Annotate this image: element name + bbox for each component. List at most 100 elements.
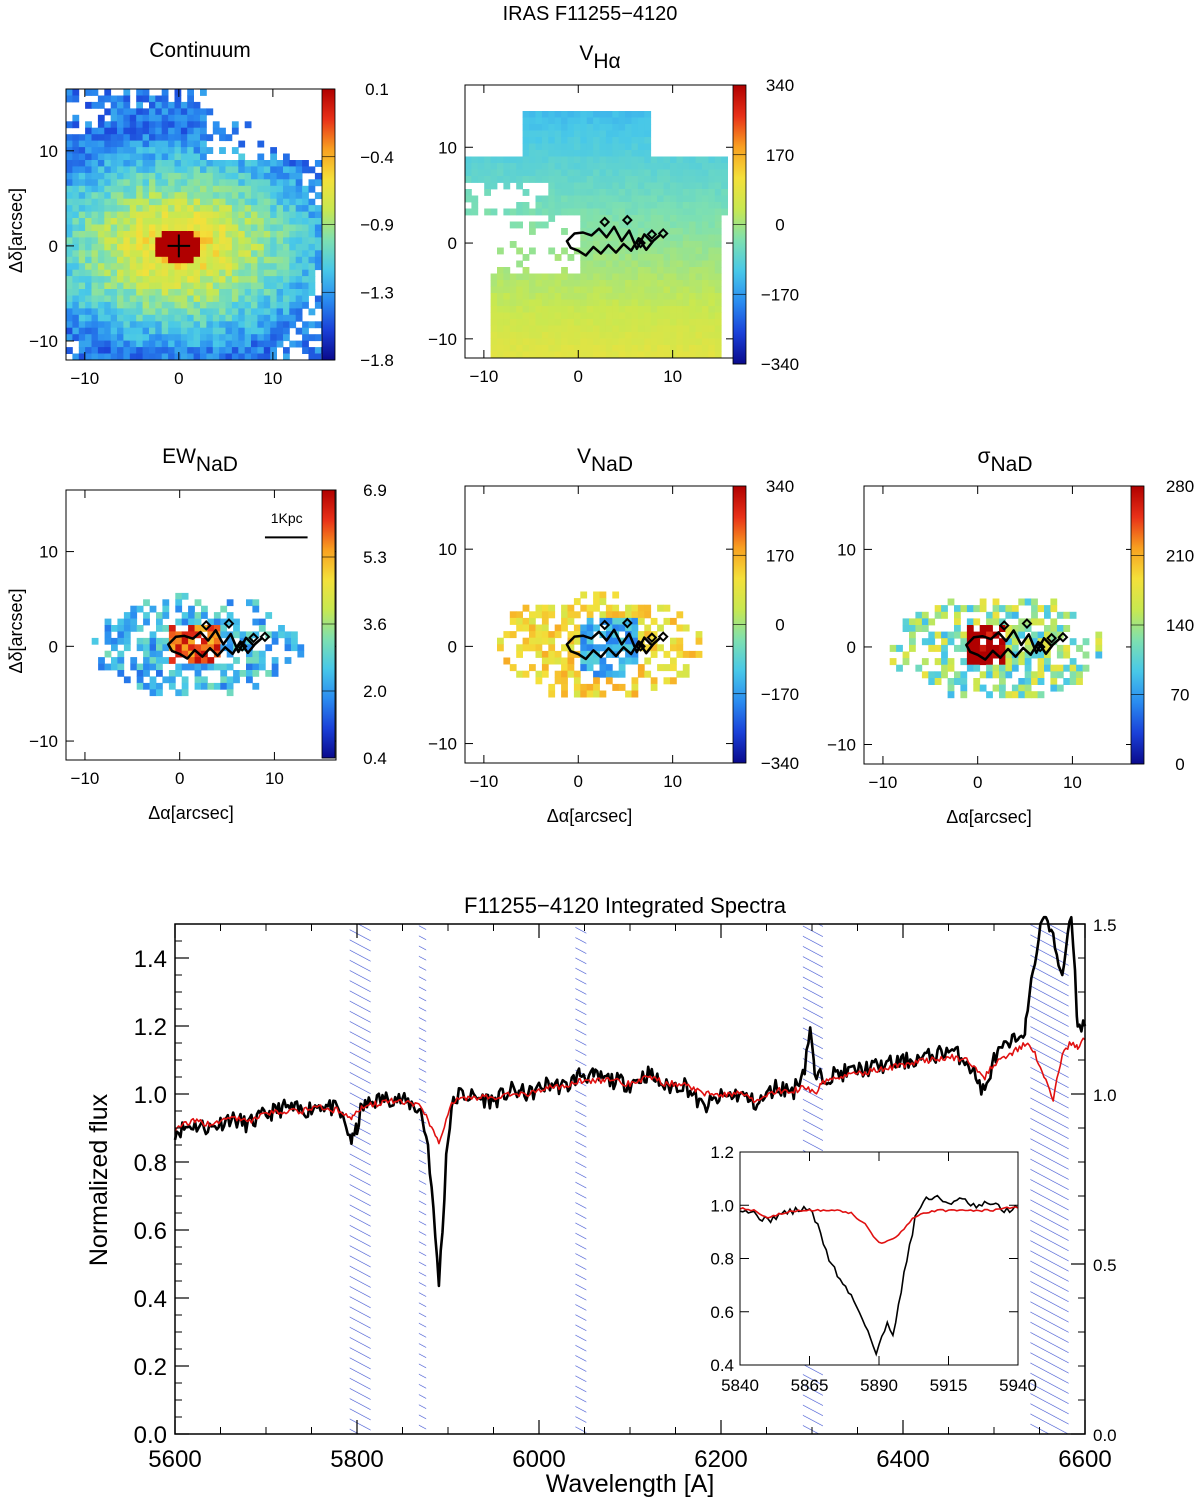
map-pixel bbox=[129, 327, 137, 335]
map-pixel bbox=[650, 260, 658, 268]
map-pixel bbox=[554, 312, 562, 320]
map-pixel bbox=[276, 256, 284, 264]
map-pixel bbox=[155, 95, 163, 103]
map-pixel bbox=[219, 160, 226, 167]
map-pixel bbox=[258, 657, 266, 664]
map-title-vha: VHα bbox=[579, 42, 620, 73]
map-pixel bbox=[561, 657, 568, 665]
map-pixel bbox=[637, 117, 645, 125]
map-pixel bbox=[637, 202, 645, 209]
map-pixel bbox=[567, 670, 575, 678]
map-title-sub: Hα bbox=[593, 50, 620, 73]
map-pixel bbox=[149, 314, 156, 322]
map-pixel bbox=[180, 347, 188, 354]
map-panels: −10−10001010Δδ[arcsec]Continuum0.1−0.4−0… bbox=[6, 39, 1194, 827]
map-pixel bbox=[117, 625, 125, 632]
map-pixel bbox=[618, 195, 626, 203]
map-pixel bbox=[129, 231, 137, 238]
map-pixel bbox=[573, 299, 581, 307]
map-pixel bbox=[168, 625, 176, 632]
map-pixel bbox=[91, 321, 99, 329]
map-pixel bbox=[161, 218, 169, 225]
map-pixel bbox=[104, 650, 112, 658]
map-pixel bbox=[1024, 664, 1032, 672]
map-pixel bbox=[631, 130, 639, 138]
map-pixel bbox=[625, 604, 632, 612]
map-pixel bbox=[535, 306, 543, 313]
map-pixel bbox=[104, 289, 112, 296]
map-pixel bbox=[187, 308, 194, 316]
map-pixel bbox=[110, 263, 118, 271]
map-pixel bbox=[561, 130, 568, 138]
map-pixel bbox=[244, 347, 252, 354]
map-pixel bbox=[72, 172, 80, 180]
map-pixel bbox=[580, 319, 588, 326]
map-pixel bbox=[548, 215, 556, 222]
map-pixel bbox=[580, 604, 588, 612]
map-pixel bbox=[637, 351, 645, 359]
map-pixel bbox=[554, 143, 562, 151]
map-pixel bbox=[934, 678, 942, 685]
map-pixel bbox=[142, 224, 150, 232]
map-pixel bbox=[97, 243, 105, 251]
map-pixel bbox=[702, 325, 709, 333]
map-pixel bbox=[117, 160, 124, 167]
map-pixel bbox=[960, 691, 968, 699]
map-pixel bbox=[670, 221, 677, 229]
map-pixel bbox=[302, 295, 309, 303]
map-pixel bbox=[155, 282, 163, 290]
map-pixel bbox=[554, 657, 562, 665]
map-pixel bbox=[91, 198, 99, 206]
map-pixel bbox=[78, 179, 86, 187]
map-pixel bbox=[999, 678, 1006, 685]
map-pixel bbox=[66, 166, 73, 174]
map-pixel bbox=[212, 301, 220, 309]
map-pixel bbox=[231, 276, 239, 283]
map-pixel bbox=[220, 618, 228, 626]
map-pixel bbox=[702, 299, 709, 307]
map-pixel bbox=[270, 289, 277, 296]
map-pixel bbox=[149, 308, 156, 316]
map-pixel bbox=[1095, 651, 1103, 659]
map-pixel bbox=[554, 156, 562, 164]
map-pixel bbox=[503, 312, 511, 320]
map-pixel bbox=[85, 218, 92, 225]
map-pixel bbox=[554, 319, 562, 326]
map-pixel bbox=[213, 682, 221, 690]
map-pixel bbox=[586, 150, 594, 157]
map-pixel bbox=[181, 644, 189, 652]
map-pixel bbox=[960, 631, 968, 639]
map-pixel bbox=[612, 591, 620, 599]
map-pixel bbox=[477, 163, 485, 170]
map-pixel bbox=[149, 160, 156, 167]
map-pixel bbox=[695, 280, 703, 287]
map-pixel bbox=[162, 625, 170, 632]
x-tick-label: 10 bbox=[663, 367, 682, 386]
map-pixel bbox=[714, 189, 722, 196]
map-pixel bbox=[503, 325, 511, 333]
map-pixel bbox=[490, 280, 498, 287]
map-pixel bbox=[586, 260, 594, 268]
map-pixel bbox=[484, 182, 491, 190]
map-pixel bbox=[573, 306, 581, 313]
contour-island bbox=[621, 214, 633, 226]
map-pixel bbox=[612, 208, 620, 216]
map-pixel bbox=[180, 192, 188, 200]
map-pixel bbox=[225, 250, 233, 258]
map-pixel bbox=[695, 351, 703, 359]
map-pixel bbox=[1024, 644, 1032, 652]
map-pixel bbox=[97, 192, 105, 200]
map-pixel bbox=[490, 312, 498, 320]
map-pixel bbox=[295, 282, 303, 290]
map-pixel bbox=[689, 156, 696, 164]
map-pixel bbox=[503, 657, 511, 665]
map-pixel bbox=[541, 150, 549, 157]
map-pixel bbox=[283, 243, 290, 251]
map-pixel bbox=[226, 650, 234, 658]
map-pixel bbox=[200, 179, 207, 187]
map-pixel bbox=[605, 325, 613, 333]
map-pixel bbox=[308, 282, 316, 290]
map-pixel bbox=[567, 163, 575, 170]
map-pixel bbox=[490, 182, 498, 190]
map-pixel bbox=[702, 202, 709, 209]
